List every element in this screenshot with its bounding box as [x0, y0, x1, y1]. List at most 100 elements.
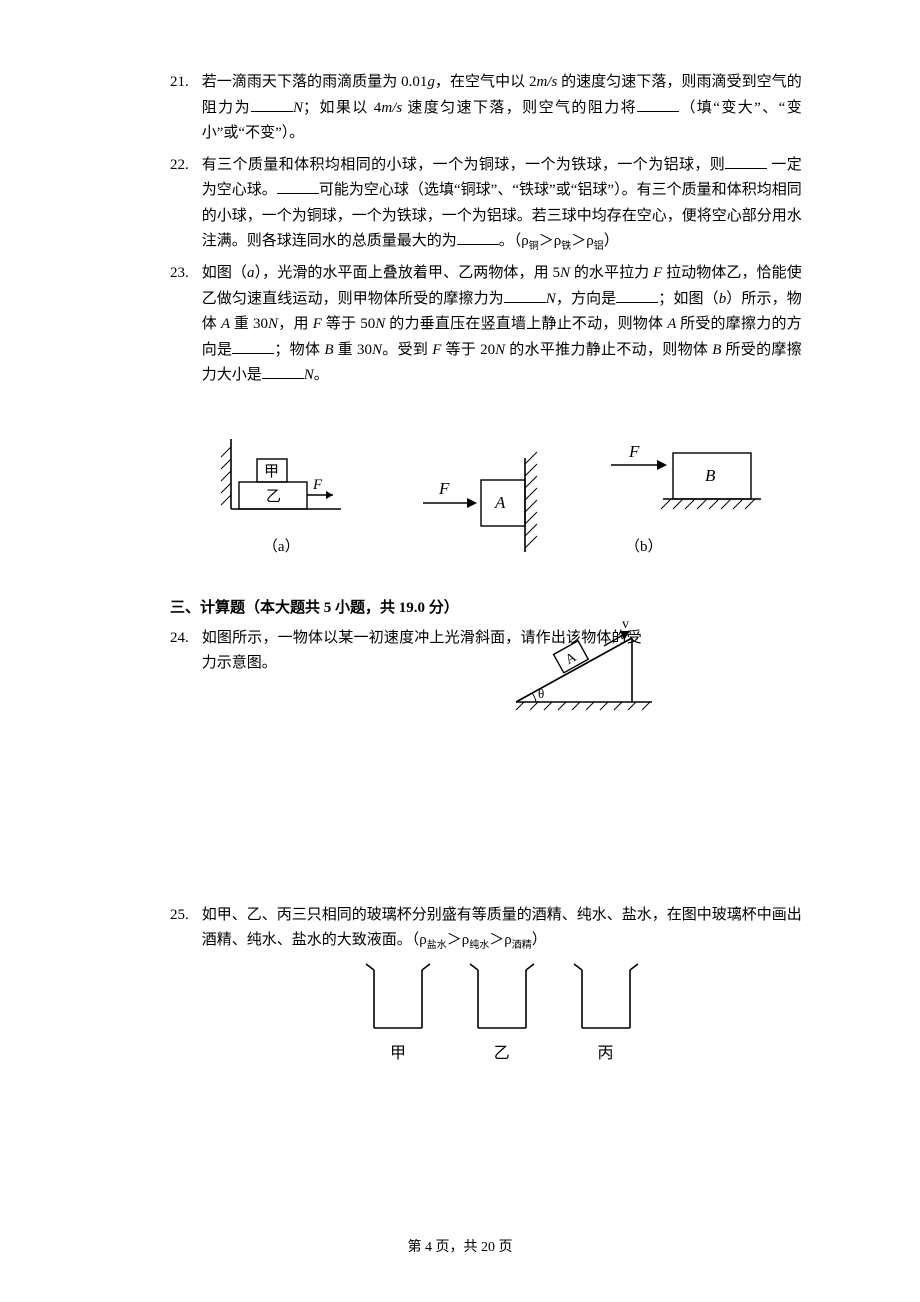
beaker-yi: 乙 [460, 956, 544, 1067]
blank [504, 288, 546, 303]
t: ，方向是 [556, 291, 617, 307]
i: A [663, 316, 680, 332]
label-theta: θ [538, 686, 544, 701]
beaker-label-bing: 丙 [564, 1040, 648, 1067]
i: N [495, 342, 505, 358]
q25-body: 如甲、乙、丙三只相同的玻璃杯分别盛有等质量的酒精、纯水、盐水，在图中玻璃杯中画出… [202, 903, 802, 1068]
question-25: 25. 如甲、乙、丙三只相同的玻璃杯分别盛有等质量的酒精、纯水、盐水，在图中玻璃… [170, 903, 810, 1068]
i: N [372, 342, 382, 358]
i: a [247, 265, 255, 281]
i: F [309, 316, 326, 332]
label-F: F [628, 442, 640, 461]
unit-N: N [293, 100, 303, 116]
question-22: 22. 有三个质量和体积均相同的小球，一个为铜球，一个为铁球，一个为铝球，则 一… [170, 153, 810, 256]
t: ） [604, 233, 619, 249]
arrow-icon [326, 491, 333, 499]
beaker-jia: 甲 [356, 956, 440, 1067]
blank [457, 230, 499, 245]
label-B: B [705, 466, 716, 485]
t: 的力垂直压在竖直墙上静止不动，则物体 [385, 316, 663, 332]
label-v: v [622, 620, 629, 632]
t: 若一滴雨天下落的雨滴质量为 0.01 [202, 74, 428, 90]
i: N [375, 316, 385, 332]
question-21: 21. 若一滴雨天下落的雨滴质量为 0.01g，在空气中以 2m/s 的速度匀速… [170, 70, 810, 147]
i: N [560, 265, 570, 281]
question-24: 24. 如图所示，一物体以某一初速度冲上光滑斜面，请作出该物体的受力示意图。 [170, 626, 810, 677]
unit-g: g [427, 74, 435, 90]
t: 。受到 [382, 342, 428, 358]
q22-body: 有三个质量和体积均相同的小球，一个为铜球，一个为铁球，一个为铝球，则 一定为空心… [202, 153, 802, 256]
q23-num: 23. [170, 261, 198, 287]
i: N [268, 316, 278, 332]
t: ＞ρ [447, 932, 470, 948]
cap-b: （b） [519, 535, 769, 561]
t: 的水平拉力 [570, 265, 649, 281]
fig-b2-svg: B F [599, 419, 769, 529]
blank [251, 97, 293, 112]
sub-cu: 铜 [529, 241, 539, 252]
blank [262, 364, 304, 379]
i: N [546, 291, 556, 307]
t: 重 30 [338, 342, 372, 358]
sub-chun: 纯水 [469, 940, 489, 951]
i: F [428, 342, 445, 358]
cap-a: （a） [211, 535, 351, 561]
q23-figures: 乙 甲 F （a） A F [170, 419, 810, 561]
sub-yan: 盐水 [427, 940, 447, 951]
i: A [217, 316, 234, 332]
t: 如图（ [202, 265, 247, 281]
blank [725, 154, 767, 169]
i: F [649, 265, 666, 281]
i: B [320, 342, 337, 358]
q24-body: 如图所示，一物体以某一初速度冲上光滑斜面，请作出该物体的受力示意图。 [202, 626, 642, 677]
q24-figure: A v θ [502, 620, 662, 720]
q23-fig-b2: B F （b） [599, 419, 769, 561]
t: ；如果以 4 [303, 100, 381, 116]
section-3-title: 三、计算题（本大题共 5 小题，共 19.0 分） [170, 596, 810, 622]
blank [232, 339, 274, 354]
t: ＞ρ [571, 233, 594, 249]
t: 有三个质量和体积均相同的小球，一个为铜球，一个为铁球，一个为铝球，则 [202, 157, 725, 173]
i: N [304, 367, 314, 383]
unit-ms: m/s [536, 74, 557, 90]
i: B [708, 342, 725, 358]
t: ；物体 [274, 342, 320, 358]
t: ） [532, 932, 547, 948]
beaker-bing: 丙 [564, 956, 648, 1067]
t: 重 30 [234, 316, 268, 332]
t: ），光滑的水平面上叠放着甲、乙两物体，用 5 [255, 265, 561, 281]
t: 等于 50 [326, 316, 375, 332]
t: 等于 20 [445, 342, 495, 358]
sub-al: 铝 [594, 241, 604, 252]
label-A: A [494, 493, 506, 512]
t: 的水平推力静止不动，则物体 [505, 342, 708, 358]
blank [637, 97, 679, 112]
q25-figure: 甲 乙 丙 [202, 956, 802, 1068]
q22-num: 22. [170, 153, 198, 179]
sub-fe: 铁 [561, 241, 571, 252]
label-yi: 乙 [266, 489, 281, 505]
label-F: F [438, 479, 450, 498]
arrow-icon [657, 460, 667, 470]
arrow-icon [467, 498, 477, 508]
blank [616, 288, 658, 303]
q23-body: 如图（a），光滑的水平面上叠放着甲、乙两物体，用 5N 的水平拉力 F 拉动物体… [202, 261, 802, 389]
beaker-label-yi: 乙 [460, 1040, 544, 1067]
unit-ms: m/s [381, 100, 402, 116]
t: ，在空气中以 2 [435, 74, 537, 90]
t: ；如图（ [658, 291, 718, 307]
q24-num: 24. [170, 626, 198, 652]
question-23: 23. 如图（a），光滑的水平面上叠放着甲、乙两物体，用 5N 的水平拉力 F … [170, 261, 810, 389]
t: 。（ρ [499, 233, 529, 249]
label-jia: 甲 [264, 464, 279, 480]
blank [277, 179, 319, 194]
page-footer: 第 4 页，共 20 页 [0, 1236, 920, 1260]
q21-num: 21. [170, 70, 198, 96]
sub-jiu: 酒精 [512, 940, 532, 951]
q23-fig-a: 乙 甲 F （a） [211, 429, 351, 561]
t: ＞ρ [489, 932, 512, 948]
q21-body: 若一滴雨天下落的雨滴质量为 0.01g，在空气中以 2m/s 的速度匀速下落，则… [202, 70, 802, 147]
t: 速度匀速下落，则空气的阻力将 [402, 100, 637, 116]
t: ，用 [278, 316, 309, 332]
t: ＞ρ [539, 233, 562, 249]
